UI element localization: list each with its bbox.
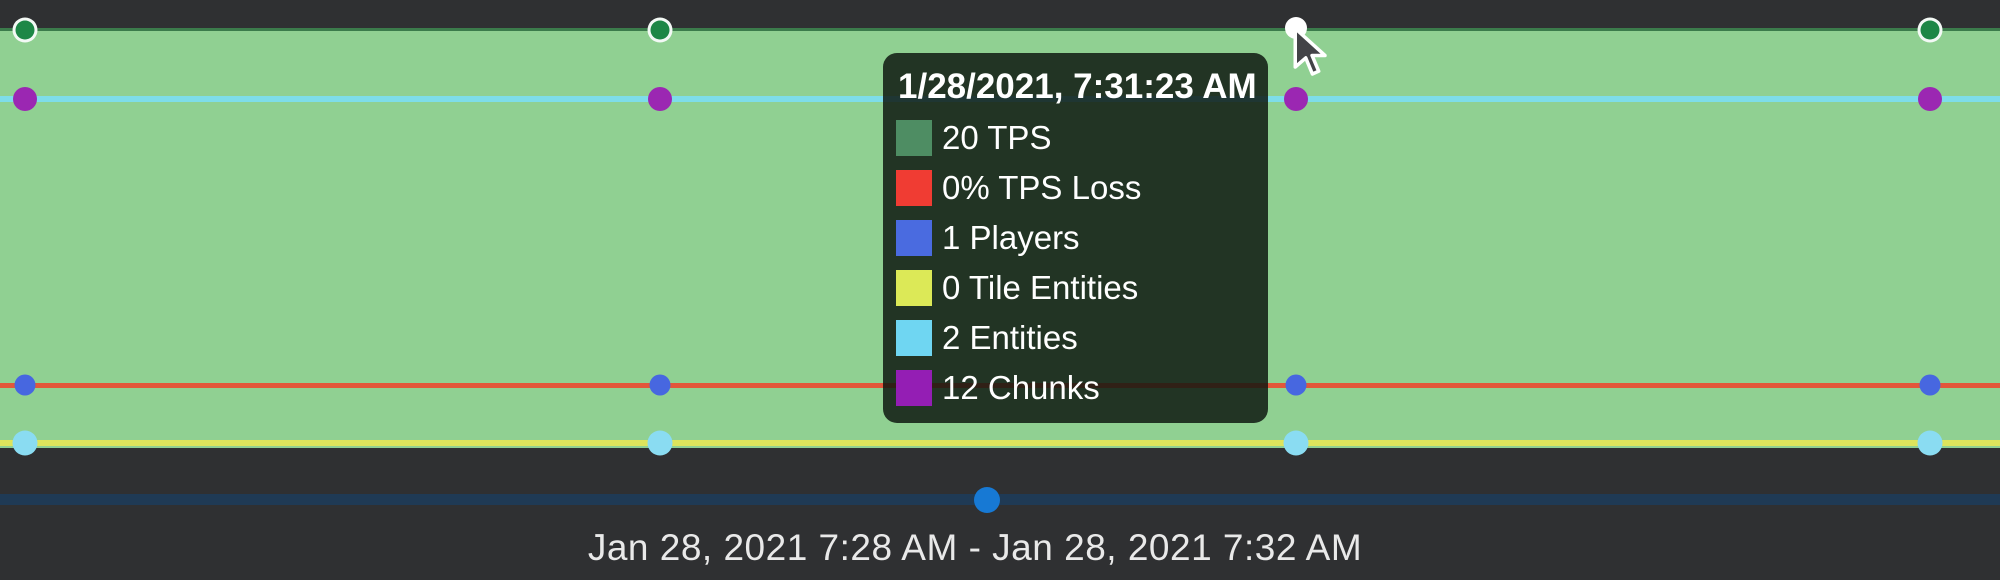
data-point-chunks[interactable] bbox=[648, 87, 672, 111]
tps-swatch-icon bbox=[896, 120, 932, 156]
entities-swatch-icon bbox=[896, 320, 932, 356]
tooltip-label: 2 Entities bbox=[942, 319, 1078, 356]
tooltip-row-chunks: 12 Chunks bbox=[896, 363, 1255, 413]
data-point-entities[interactable] bbox=[1283, 430, 1309, 456]
data-point-players[interactable] bbox=[649, 374, 671, 396]
tooltip-row-tile-entities: 0 Tile Entities bbox=[896, 263, 1255, 313]
mouse-cursor-icon bbox=[1293, 26, 1327, 76]
data-point-entities[interactable] bbox=[1917, 430, 1943, 456]
tooltip-timestamp: 1/28/2021, 7:31:23 AM bbox=[898, 67, 1257, 106]
data-point-entities[interactable] bbox=[647, 430, 673, 456]
data-point-chunks[interactable] bbox=[13, 87, 37, 111]
tooltip-label: 12 Chunks bbox=[942, 369, 1100, 406]
tile-entities-line bbox=[0, 440, 2000, 446]
data-point-players[interactable] bbox=[14, 374, 36, 396]
tooltip-label: 0% TPS Loss bbox=[942, 169, 1142, 206]
tooltip-row-entities: 2 Entities bbox=[896, 313, 1255, 363]
data-point-players[interactable] bbox=[1285, 374, 1307, 396]
date-range-label: Jan 28, 2021 7:28 AM - Jan 28, 2021 7:32… bbox=[587, 527, 1363, 568]
tooltip-label: 20 TPS bbox=[942, 119, 1052, 156]
tile-entities-swatch-icon bbox=[896, 270, 932, 306]
data-point-entities[interactable] bbox=[12, 430, 38, 456]
tooltip-row-players: 1 Players bbox=[896, 213, 1255, 263]
tooltip-row-tps: 20 TPS bbox=[896, 113, 1255, 163]
data-point-players[interactable] bbox=[1919, 374, 1941, 396]
tooltip-row-tps-loss: 0% TPS Loss bbox=[896, 163, 1255, 213]
timeline-thumb[interactable] bbox=[974, 487, 1000, 513]
data-point-chunks[interactable] bbox=[1284, 87, 1308, 111]
data-point-tps[interactable] bbox=[647, 17, 673, 43]
tooltip-label: 0 Tile Entities bbox=[942, 269, 1139, 306]
data-point-chunks[interactable] bbox=[1918, 87, 1942, 111]
chunks-swatch-icon bbox=[896, 370, 932, 406]
tooltip-label: 1 Players bbox=[942, 219, 1080, 256]
tps-loss-swatch-icon bbox=[896, 170, 932, 206]
timeline-track[interactable] bbox=[0, 494, 2000, 505]
players-swatch-icon bbox=[896, 220, 932, 256]
hover-tooltip: 1/28/2021, 7:31:23 AM 20 TPS 0% TPS Loss… bbox=[883, 53, 1268, 423]
data-point-tps[interactable] bbox=[1917, 17, 1943, 43]
data-point-tps[interactable] bbox=[12, 17, 38, 43]
